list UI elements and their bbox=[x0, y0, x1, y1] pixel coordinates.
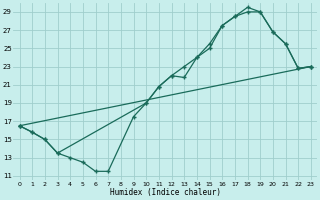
X-axis label: Humidex (Indice chaleur): Humidex (Indice chaleur) bbox=[110, 188, 221, 197]
